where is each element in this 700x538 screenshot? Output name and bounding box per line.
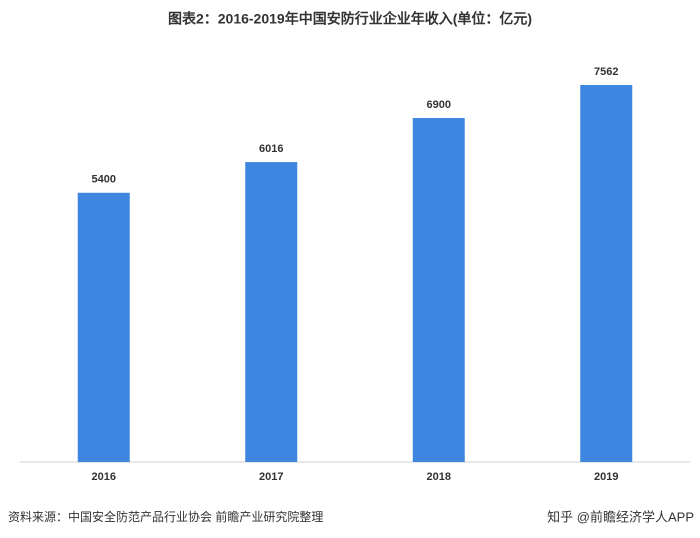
x-tick-label: 2017	[259, 471, 283, 483]
bar	[77, 192, 130, 462]
bar	[245, 162, 298, 462]
x-tick-label: 2019	[594, 471, 618, 483]
bar	[580, 85, 633, 462]
bar	[412, 118, 465, 463]
chart-title: 图表2：2016-2019年中国安防行业企业年收入(单位：亿元)	[168, 11, 532, 27]
data-label: 5400	[92, 174, 116, 186]
data-label: 6016	[259, 143, 283, 155]
watermark: 知乎 @前瞻经济学人APP	[547, 509, 694, 524]
x-tick-label: 2018	[427, 471, 451, 483]
source-note: 资料来源：中国安全防范产品行业协会 前瞻产业研究院整理	[8, 509, 323, 524]
data-label: 7562	[594, 66, 618, 78]
data-label: 6900	[427, 99, 451, 111]
x-tick-label: 2016	[92, 471, 116, 483]
